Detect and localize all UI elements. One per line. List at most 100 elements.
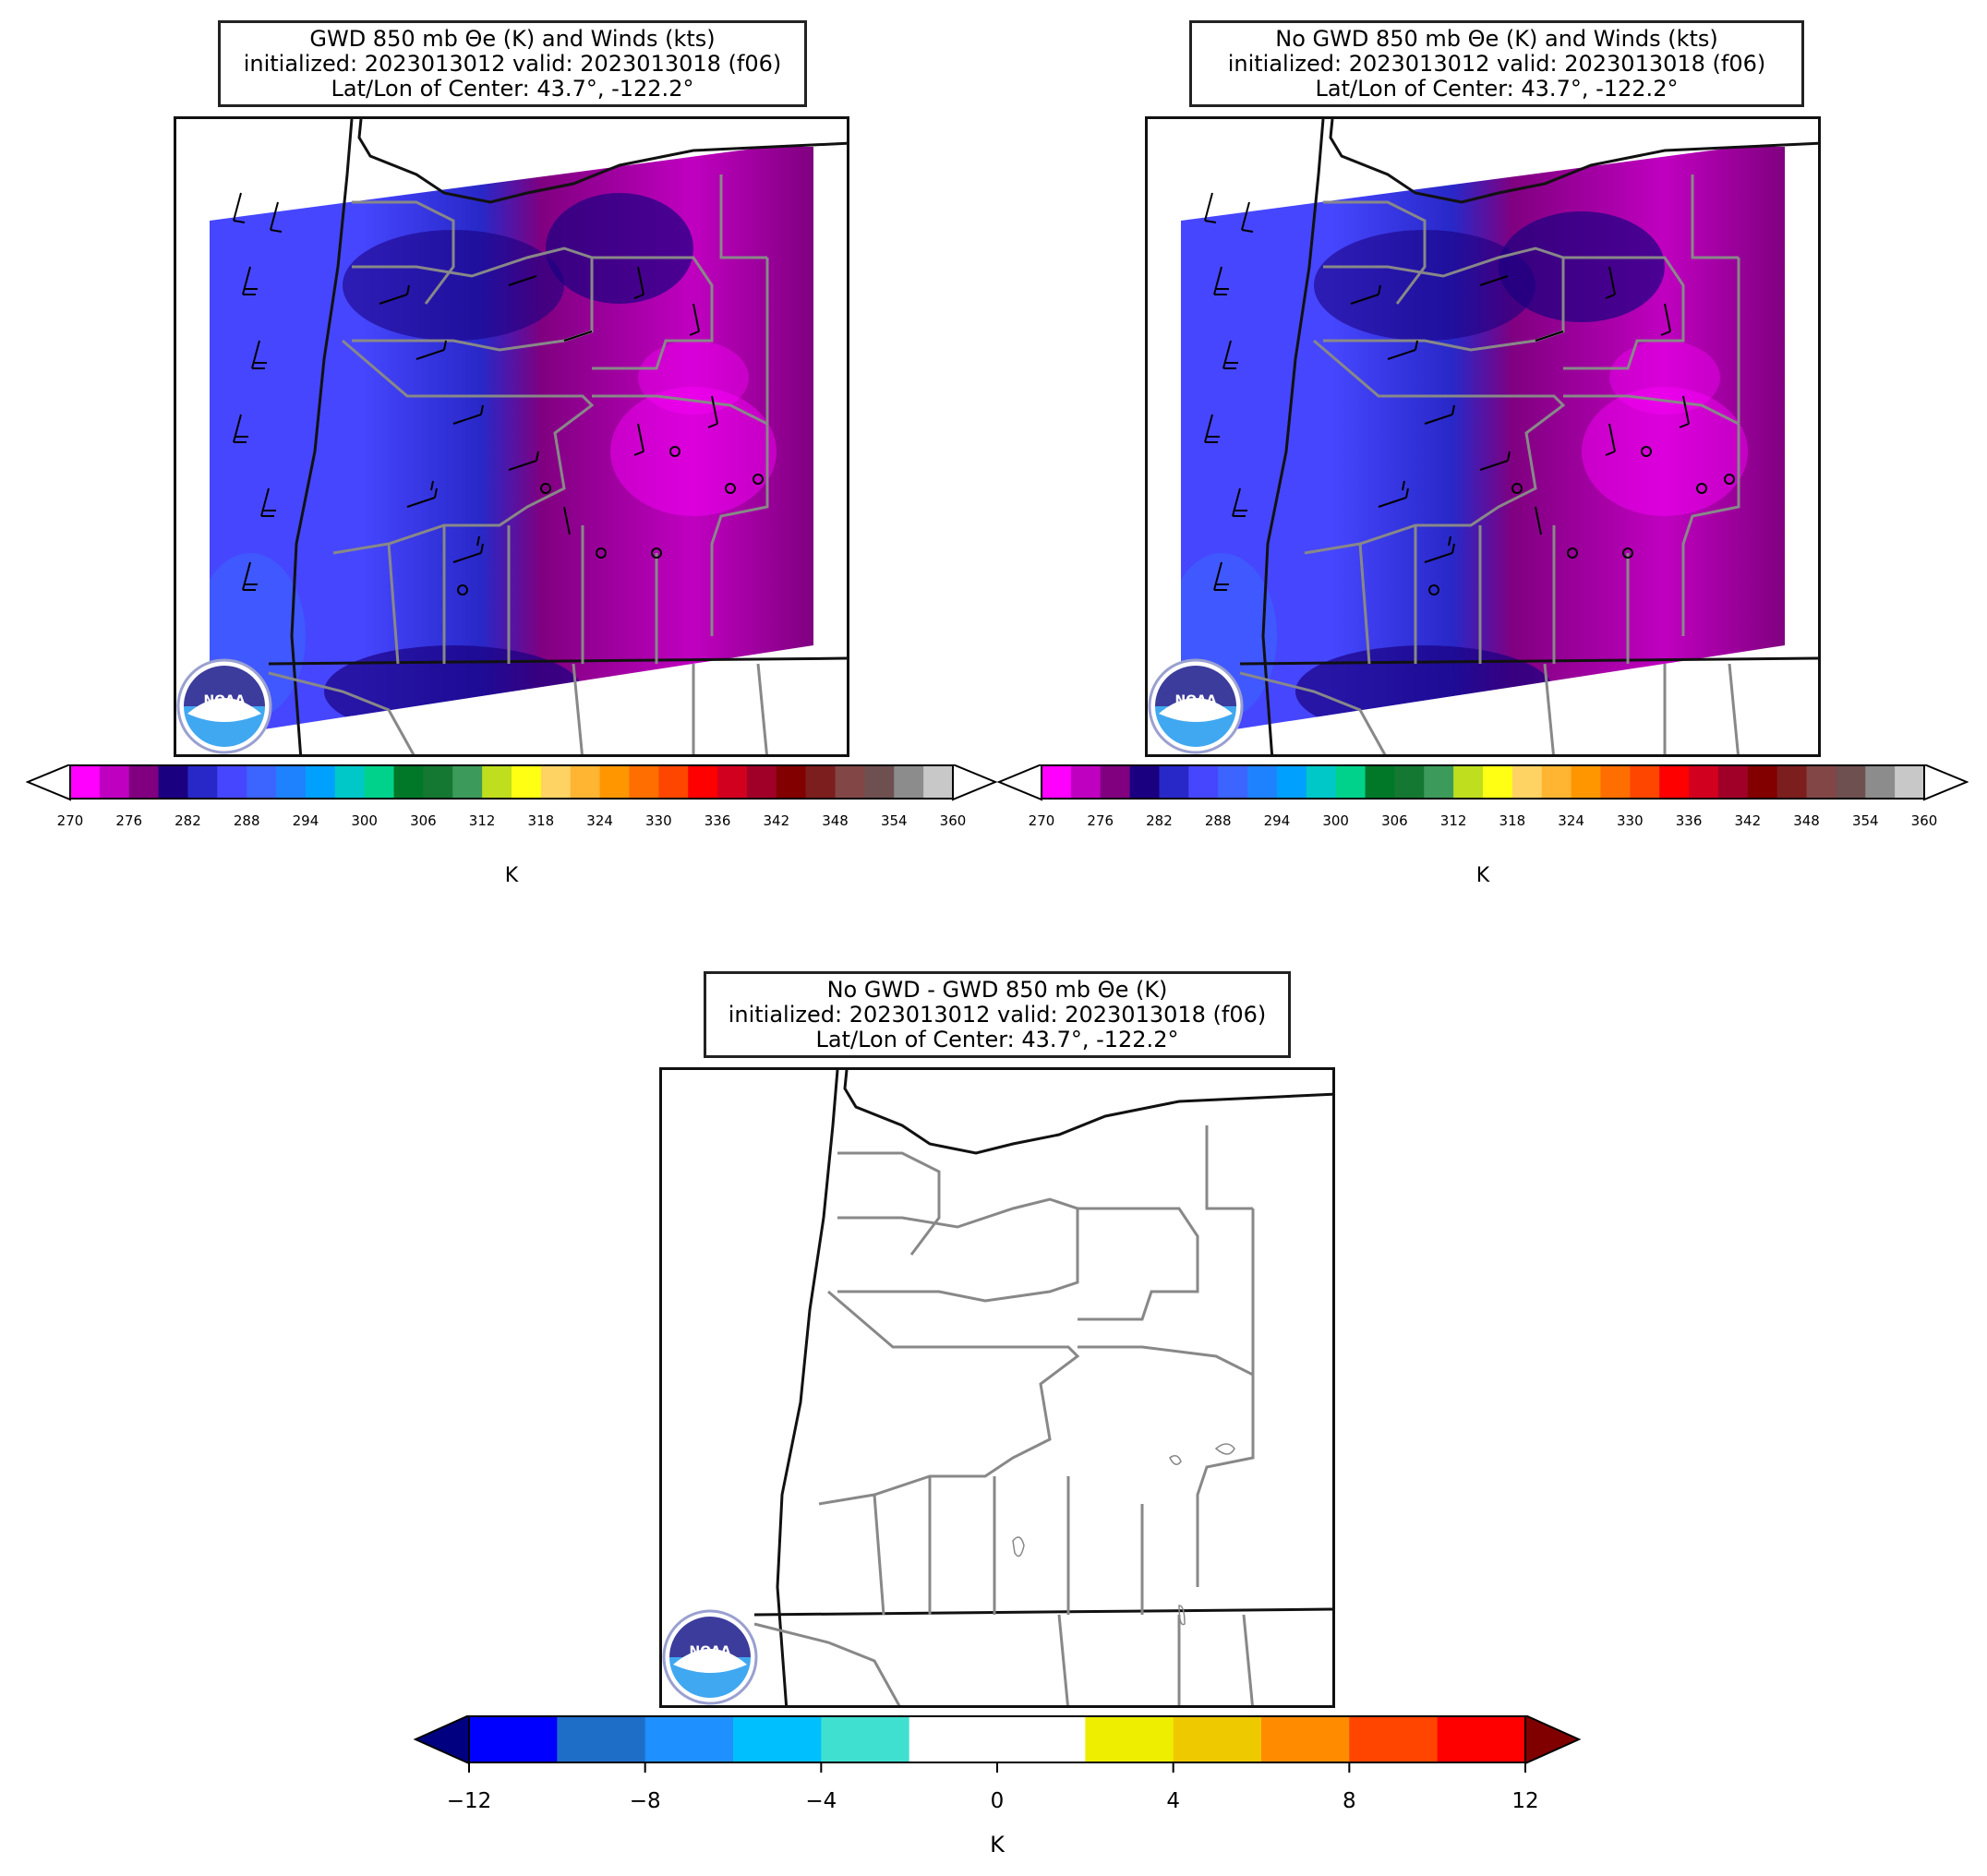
colorbar-tick-label: 342 (1734, 812, 1762, 829)
colorbar-tick-label: 4 (1166, 1789, 1180, 1813)
map-gwd-svg: NOAA (176, 119, 847, 754)
colorbar-frame (69, 764, 954, 800)
map-gwd[interactable]: NOAA (174, 116, 849, 757)
colorbar-gwd: 270 276 282 288 294 300 306 312 318 324 330 336 342 3… (25, 763, 998, 838)
wind-barbs (233, 192, 718, 591)
colorbar-swatch (629, 764, 659, 800)
colorbar-gwd-label: K (504, 864, 519, 887)
title-line-1: GWD 850 mb Θe (K) and Winds (kts) (309, 26, 716, 52)
colorbar-tick-label: 336 (1675, 812, 1703, 829)
colorbar-swatch (423, 764, 453, 800)
colorbar-under-arrow (413, 1714, 470, 1765)
colorbar-tick-label: 354 (1851, 812, 1879, 829)
colorbar-over-arrow (1524, 1714, 1582, 1765)
colorbar-swatch (452, 764, 483, 800)
colorbar-swatch (217, 764, 247, 800)
colorbar-swatch (1129, 764, 1160, 800)
colorbar-swatch (821, 1715, 910, 1763)
colorbar-tick-label: 348 (1793, 812, 1820, 829)
colorbar-swatch (469, 1715, 558, 1763)
colorbar-tick-label: 330 (645, 812, 672, 829)
colorbar-swatch (99, 764, 130, 800)
colorbar-swatch (1600, 764, 1631, 800)
colorbar-swatch (1247, 764, 1278, 800)
colorbar-swatch (688, 764, 718, 800)
colorbar-swatch (1776, 764, 1808, 800)
noaa-logo-text: NOAA (1175, 693, 1217, 708)
colorbar-tick-label: 0 (990, 1789, 1005, 1813)
colorbar-swatch (1483, 764, 1513, 800)
colorbar-swatch (540, 764, 572, 800)
colorbar-swatch (1747, 764, 1778, 800)
colorbar-swatch (1335, 764, 1367, 800)
colorbar-swatch (1541, 764, 1572, 800)
colorbar-swatch (305, 764, 336, 800)
colorbar-swatch (247, 764, 277, 800)
colorbar-tick-label: 306 (410, 812, 437, 829)
colorbar-swatch (894, 764, 924, 800)
colorbar-swatch (1159, 764, 1189, 800)
colorbar-swatch (276, 764, 307, 800)
colorbar-tick-label: 282 (175, 812, 201, 829)
title-line-1: No GWD - GWD 850 mb Θe (K) (826, 977, 1168, 1003)
colorbar-swatch (746, 764, 777, 800)
colorbar-swatch (393, 764, 424, 800)
colorbar-swatch (187, 764, 218, 800)
state-borders (268, 119, 847, 754)
colorbar-tick-label: −4 (805, 1789, 837, 1813)
colorbar-tick-label: 288 (233, 812, 260, 829)
title-line-3: Lat/Lon of Center: 43.7°, -122.2° (331, 76, 694, 102)
wind-barbs (1204, 192, 1690, 591)
title-line-2: initialized: 2023013012 valid: 202301301… (728, 1002, 1267, 1028)
colorbar-tick-label: 12 (1511, 1789, 1539, 1813)
colorbar-tick-label: 354 (880, 812, 908, 829)
title-line-2: initialized: 2023013012 valid: 202301301… (1227, 51, 1766, 77)
colorbar-tick-label: 318 (1499, 812, 1526, 829)
colorbar-swatch (1424, 764, 1454, 800)
colorbar-tick-label: 300 (1322, 812, 1349, 829)
colorbar-swatch (1261, 1715, 1350, 1763)
colorbar-tick-label: 360 (1910, 812, 1938, 829)
panel-title-nogwd: No GWD 850 mb Θe (K) and Winds (kts) ini… (1189, 20, 1804, 107)
colorbar-swatch (1659, 764, 1690, 800)
colorbar-swatch (1895, 764, 1925, 800)
title-line-1: No GWD 850 mb Θe (K) and Winds (kts) (1275, 26, 1718, 52)
colorbar-swatch (1836, 764, 1866, 800)
state-borders (1239, 119, 1818, 754)
colorbar-over-arrow (1923, 763, 1969, 801)
colorbar-swatch (658, 764, 689, 800)
colorbar-tick-label: 318 (527, 812, 555, 829)
colorbar-frame (468, 1715, 1526, 1763)
colorbar-over-arrow (952, 763, 998, 801)
colorbar-swatch (1085, 1715, 1174, 1763)
colorbar-swatch (1306, 764, 1337, 800)
colorbar-swatch (997, 1715, 1086, 1763)
colorbar-tick-label: 294 (292, 812, 319, 829)
colorbar-swatch (909, 1715, 998, 1763)
colorbar-swatch (1276, 764, 1307, 800)
colorbar-diff-label: K (990, 1832, 1005, 1858)
colorbar-swatch (1365, 764, 1395, 800)
colorbar-tick-label: 276 (115, 812, 143, 829)
colorbar-tick-label: 276 (1087, 812, 1114, 829)
state-borders (753, 1070, 1332, 1705)
colorbar-swatch (70, 764, 101, 800)
noaa-logo: NOAA (176, 658, 272, 754)
colorbar-tick-label: 270 (1028, 812, 1055, 829)
colorbar-tick-label: 324 (1558, 812, 1584, 829)
colorbar-swatch (1437, 1715, 1526, 1763)
colorbar-swatch (364, 764, 395, 800)
colorbar-swatch (1218, 764, 1248, 800)
colorbar-under-arrow (25, 763, 71, 801)
colorbar-tick-label: 282 (1146, 812, 1173, 829)
map-diff[interactable]: NOAA (659, 1067, 1335, 1708)
map-nogwd[interactable]: NOAA (1145, 116, 1821, 757)
noaa-logo-text: NOAA (204, 693, 246, 708)
colorbar-tick-label: 336 (704, 812, 731, 829)
colorbar-tick-label: 294 (1263, 812, 1291, 829)
map-nogwd-svg: NOAA (1148, 119, 1818, 754)
colorbar-tick-label: 324 (586, 812, 613, 829)
panel-title-diff: No GWD - GWD 850 mb Θe (K) initialized: … (704, 971, 1291, 1058)
colorbar-swatch (570, 764, 601, 800)
colorbar-swatch (128, 764, 160, 800)
